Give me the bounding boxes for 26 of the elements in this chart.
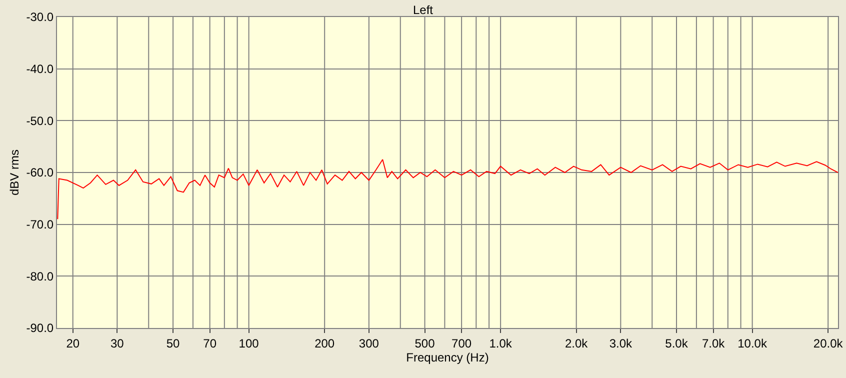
y-tick-label: -90.0 bbox=[26, 321, 54, 336]
x-tick-label: 20.0k bbox=[813, 336, 844, 350]
x-axis-title: Frequency (Hz) bbox=[406, 350, 489, 364]
x-tick-label: 100 bbox=[238, 336, 260, 350]
x-tick-label: 500 bbox=[414, 336, 436, 350]
y-tick-label: -80.0 bbox=[26, 269, 54, 284]
y-tick-label: -50.0 bbox=[26, 114, 54, 128]
x-tick-label: 70 bbox=[203, 336, 217, 350]
x-tick-label: 300 bbox=[358, 336, 380, 350]
x-tick-label: 10.0k bbox=[738, 336, 768, 350]
x-tick-label: 700 bbox=[452, 336, 472, 350]
chart-title: Left bbox=[412, 3, 434, 18]
y-tick-label: -70.0 bbox=[26, 218, 54, 232]
y-tick-label: -60.0 bbox=[26, 166, 54, 180]
y-tick-label: -30.0 bbox=[26, 10, 54, 24]
x-tick-label: 50 bbox=[166, 336, 180, 350]
y-axis-title: dBV rms bbox=[8, 149, 22, 196]
x-tick-label: 2.0k bbox=[564, 336, 589, 350]
x-tick-label: 30 bbox=[110, 336, 124, 350]
x-tick-label: 200 bbox=[314, 336, 335, 350]
x-tick-label: 5.0k bbox=[665, 336, 689, 350]
x-tick-label: 1.0k bbox=[489, 336, 513, 350]
x-tick-label: 3.0k bbox=[609, 336, 634, 350]
y-tick-label: -40.0 bbox=[26, 62, 54, 76]
x-tick-label: 7.0k bbox=[702, 336, 726, 350]
x-tick-label: 20 bbox=[66, 336, 80, 350]
